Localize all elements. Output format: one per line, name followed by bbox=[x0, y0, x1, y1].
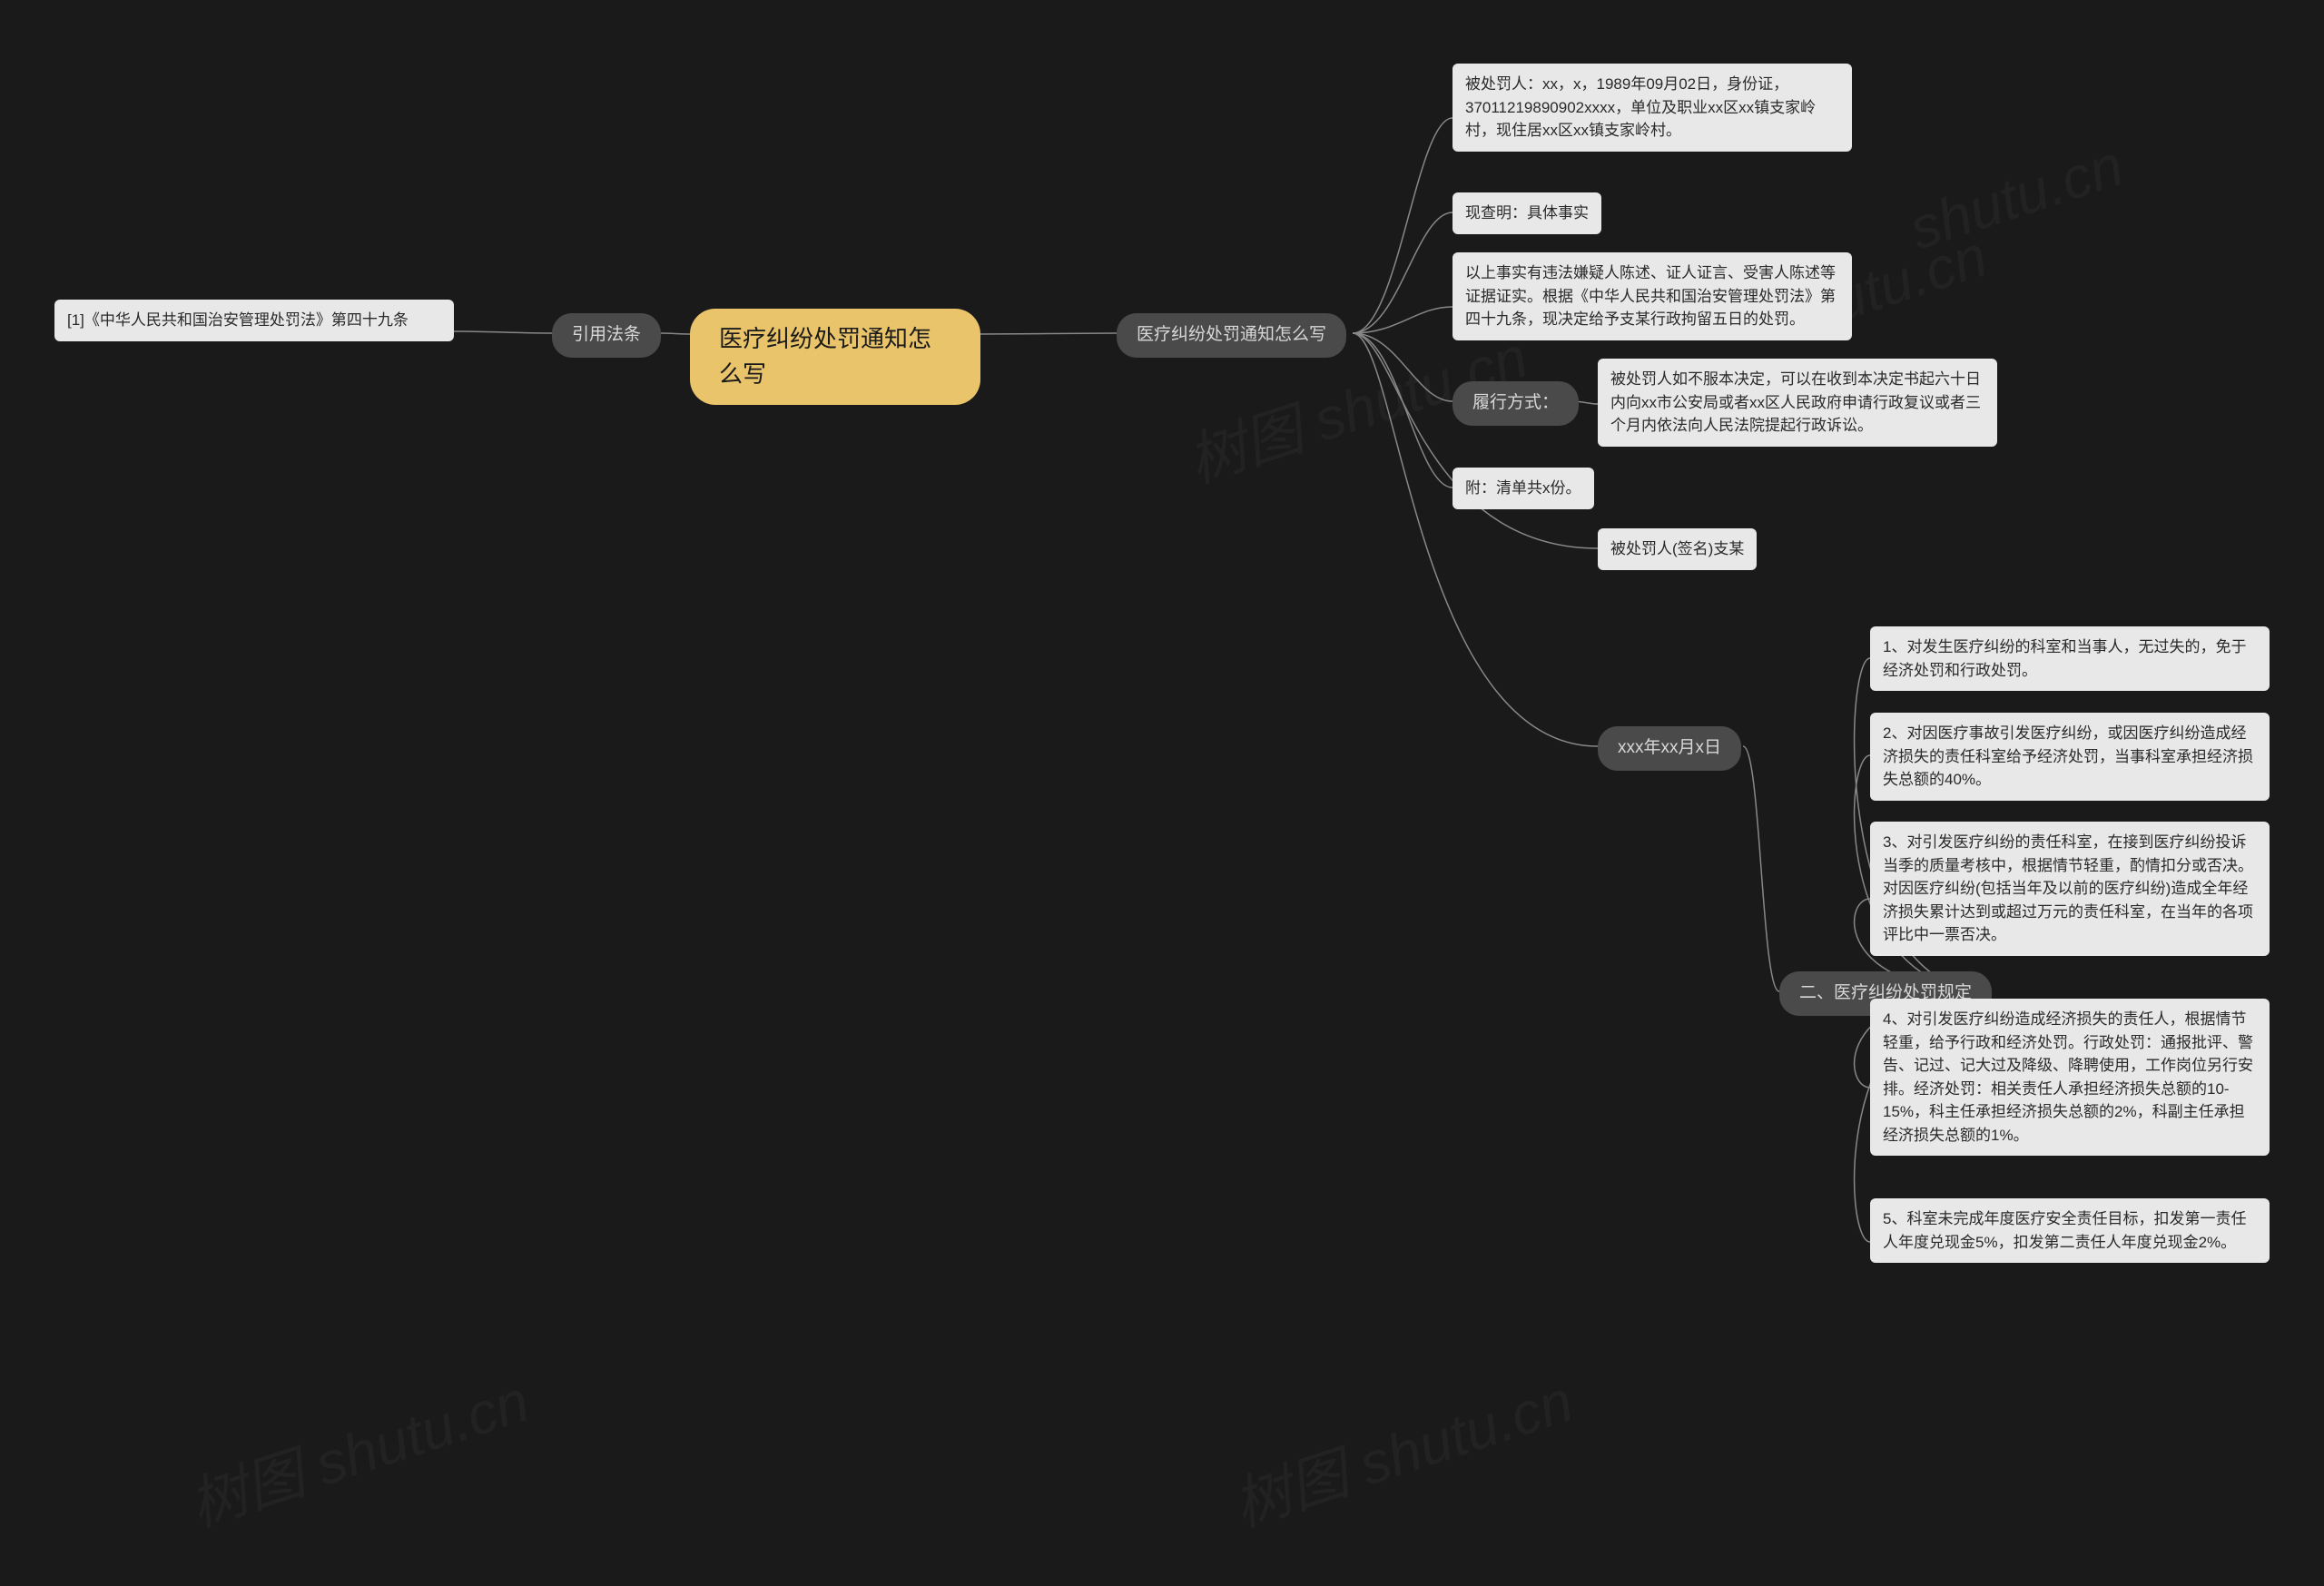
child-box-0[interactable]: 被处罚人：xx，x，1989年09月02日，身份证，37011219890902… bbox=[1452, 64, 1852, 152]
child-box-2[interactable]: 以上事实有违法嫌疑人陈述、证人证言、受害人陈述等证据证实。根据《中华人民共和国治… bbox=[1452, 252, 1852, 340]
rule-box-4[interactable]: 4、对引发医疗纠纷造成经济损失的责任人，根据情节轻重，给予行政和经济处罚。行政处… bbox=[1870, 999, 2270, 1156]
child-box-1[interactable]: 现查明：具体事实 bbox=[1452, 192, 1601, 234]
rule-box-5[interactable]: 5、科室未完成年度医疗安全责任目标，扣发第一责任人年度兑现金5%，扣发第二责任人… bbox=[1870, 1198, 2270, 1263]
child-pill-date[interactable]: xxx年xx月x日 bbox=[1598, 726, 1741, 771]
rule-box-1[interactable]: 1、对发生医疗纠纷的科室和当事人，无过失的，免于经济处罚和行政处罚。 bbox=[1870, 626, 2270, 691]
left-pill[interactable]: 引用法条 bbox=[552, 313, 661, 358]
rule-box-3[interactable]: 3、对引发医疗纠纷的责任科室，在接到医疗纠纷投诉当季的质量考核中，根据情节轻重，… bbox=[1870, 822, 2270, 956]
child-pill-perform[interactable]: 履行方式： bbox=[1452, 381, 1579, 426]
child-box-5[interactable]: 被处罚人(签名)支某 bbox=[1598, 528, 1757, 570]
watermark: shutu.cn bbox=[1901, 131, 2131, 262]
right-pill[interactable]: 医疗纠纷处罚通知怎么写 bbox=[1117, 313, 1346, 358]
watermark: 树图 shutu.cn bbox=[177, 1355, 537, 1542]
rule-box-2[interactable]: 2、对因医疗事故引发医疗纠纷，或因医疗纠纷造成经济损失的责任科室给予经济处罚，当… bbox=[1870, 713, 2270, 801]
left-box[interactable]: [1]《中华人民共和国治安管理处罚法》第四十九条 bbox=[54, 300, 454, 341]
child-box-4[interactable]: 附：清单共x份。 bbox=[1452, 468, 1594, 509]
watermark: 树图 shutu.cn bbox=[1221, 1355, 1581, 1542]
root-node[interactable]: 医疗纠纷处罚通知怎么写 bbox=[690, 309, 980, 405]
child-box-perform-detail[interactable]: 被处罚人如不服本决定，可以在收到本决定书起六十日内向xx市公安局或者xx区人民政… bbox=[1598, 359, 1997, 447]
